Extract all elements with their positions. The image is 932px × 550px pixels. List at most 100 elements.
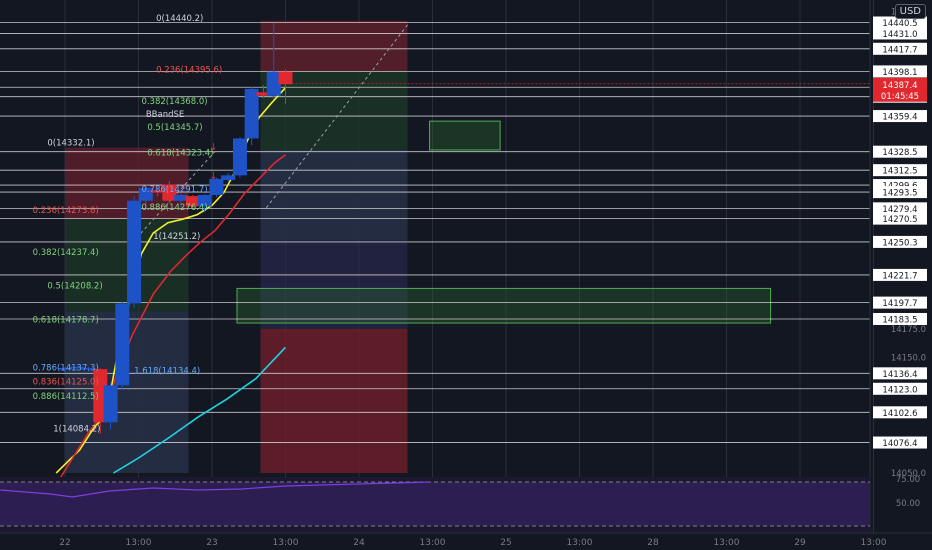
rsi-axis-label: 75.00 [896,475,920,485]
level-price-label: 14440.5 [882,19,917,29]
level-price-label: 14312.5 [882,167,917,177]
candle-body [266,71,281,96]
last-price-label: 14387.4 [882,81,917,91]
fib-zone [260,149,408,329]
rsi-band [0,482,870,526]
time-axis-label: 24 [353,538,365,548]
fib-level-label: BBandSE [146,110,184,120]
fib-level-label: 0.786(14137.3) [33,363,99,373]
level-price-tag [873,16,927,29]
demand-zone [236,287,772,324]
level-price-tag [873,110,927,123]
rsi-pane [0,477,870,533]
level-price-tag [873,42,927,55]
fib-level-label: 0.836(14125.0) [33,377,99,387]
level-price-tag [873,202,927,215]
fib-level-label: 1(14251.2) [153,232,200,242]
demand-zone [429,120,501,151]
candle-body [232,138,247,176]
fib-level-label: 0.786(14291.7) [141,185,207,195]
level-price-tag [873,27,927,40]
level-price-label: 14398.1 [882,68,917,78]
level-price-label: 14123.0 [882,385,917,395]
level-price-label: 14221.7 [882,271,917,281]
fib-zone [65,147,189,220]
last-price-tag [873,77,927,102]
level-price-tag [873,186,927,199]
price-axis-tick-label: 14150.0 [891,354,926,364]
moving-average-line [113,346,287,474]
candle-body [138,188,153,201]
candle-body [103,385,118,423]
fib-level-label: 1(14084.2) [53,425,100,435]
level-price-tag [873,164,927,177]
countdown-label: 01:45:45 [881,92,919,102]
level-price-tag [873,312,927,325]
time-axis-label: 22 [59,538,70,548]
level-price-label: 14136.4 [882,370,917,380]
level-price-label: 14183.5 [882,315,917,325]
time-axis-label: 13:00 [420,538,446,548]
fib-zone [260,20,408,72]
level-price-label: 14102.6 [882,409,917,419]
level-price-label: 14431.0 [882,30,917,40]
level-price-label: 14270.5 [882,215,917,225]
rsi-line [0,481,430,498]
trend-line [265,22,410,208]
fib-level-label: 1.618(14134.4) [134,367,200,377]
price-axis-tick-label: 14050.0 [891,469,926,479]
level-price-label: 14250.3 [882,238,917,248]
candle-body [185,196,200,207]
level-price-tag [873,367,927,380]
candle-body [81,368,96,370]
candle-body [244,88,259,139]
fib-level-label: 0.886(14276.4) [141,203,207,213]
price-axis-tick-label: 14175.0 [891,325,926,335]
level-price-label: 14076.4 [882,439,917,449]
time-axis-label: 25 [500,538,511,548]
level-price-label: 14279.4 [882,205,917,215]
level-price-tag [873,296,927,309]
time-axis-label: 29 [794,538,806,548]
candle-body [278,71,293,85]
level-price-tag [873,212,927,225]
level-price-label: 14417.7 [882,45,917,55]
rsi-axis-label: 50.00 [896,499,920,509]
candle-body [197,194,212,207]
level-price-tag [873,235,927,248]
candle-body [162,184,177,201]
level-price-tag [873,65,927,78]
fib-level-label: 0.382(14368.0) [141,97,207,107]
level-price-label: 14328.5 [882,148,917,158]
candle-body [174,194,189,201]
candle-body [256,92,271,96]
fib-level-label: 0.236(14273.6) [33,206,99,216]
fib-level-label: 0.5(14345.7) [147,123,202,133]
level-price-tag [873,145,927,158]
candle-body [127,200,142,304]
candle-body [58,368,72,370]
level-price-tag [873,406,927,419]
fib-level-label: 0.618(14178.7) [33,316,99,326]
candle-body [150,190,165,193]
time-axis-label: 13:00 [273,538,299,548]
level-price-tag [873,268,927,281]
level-price-label: 14197.7 [882,299,917,309]
fib-level-label: 0(14440.2) [156,14,203,24]
candle-body [221,175,236,180]
level-price-tag [873,436,927,449]
fib-level-label: 0(14332.1) [47,139,94,149]
candle-body [69,366,84,369]
candle-body [209,178,224,195]
fib-zone [260,328,408,473]
level-price-label: 14359.4 [882,113,917,123]
candle-body [115,303,130,386]
time-axis-label: 13:00 [567,538,593,548]
time-axis-label: 28 [647,538,659,548]
time-axis-label: 23 [206,538,217,548]
arrow-marker: ↓ [209,142,217,153]
fib-level-label: 0.5(14208.2) [47,281,102,291]
currency-badge[interactable]: USD [894,4,926,19]
arrow-marker: ↓ [209,171,217,182]
